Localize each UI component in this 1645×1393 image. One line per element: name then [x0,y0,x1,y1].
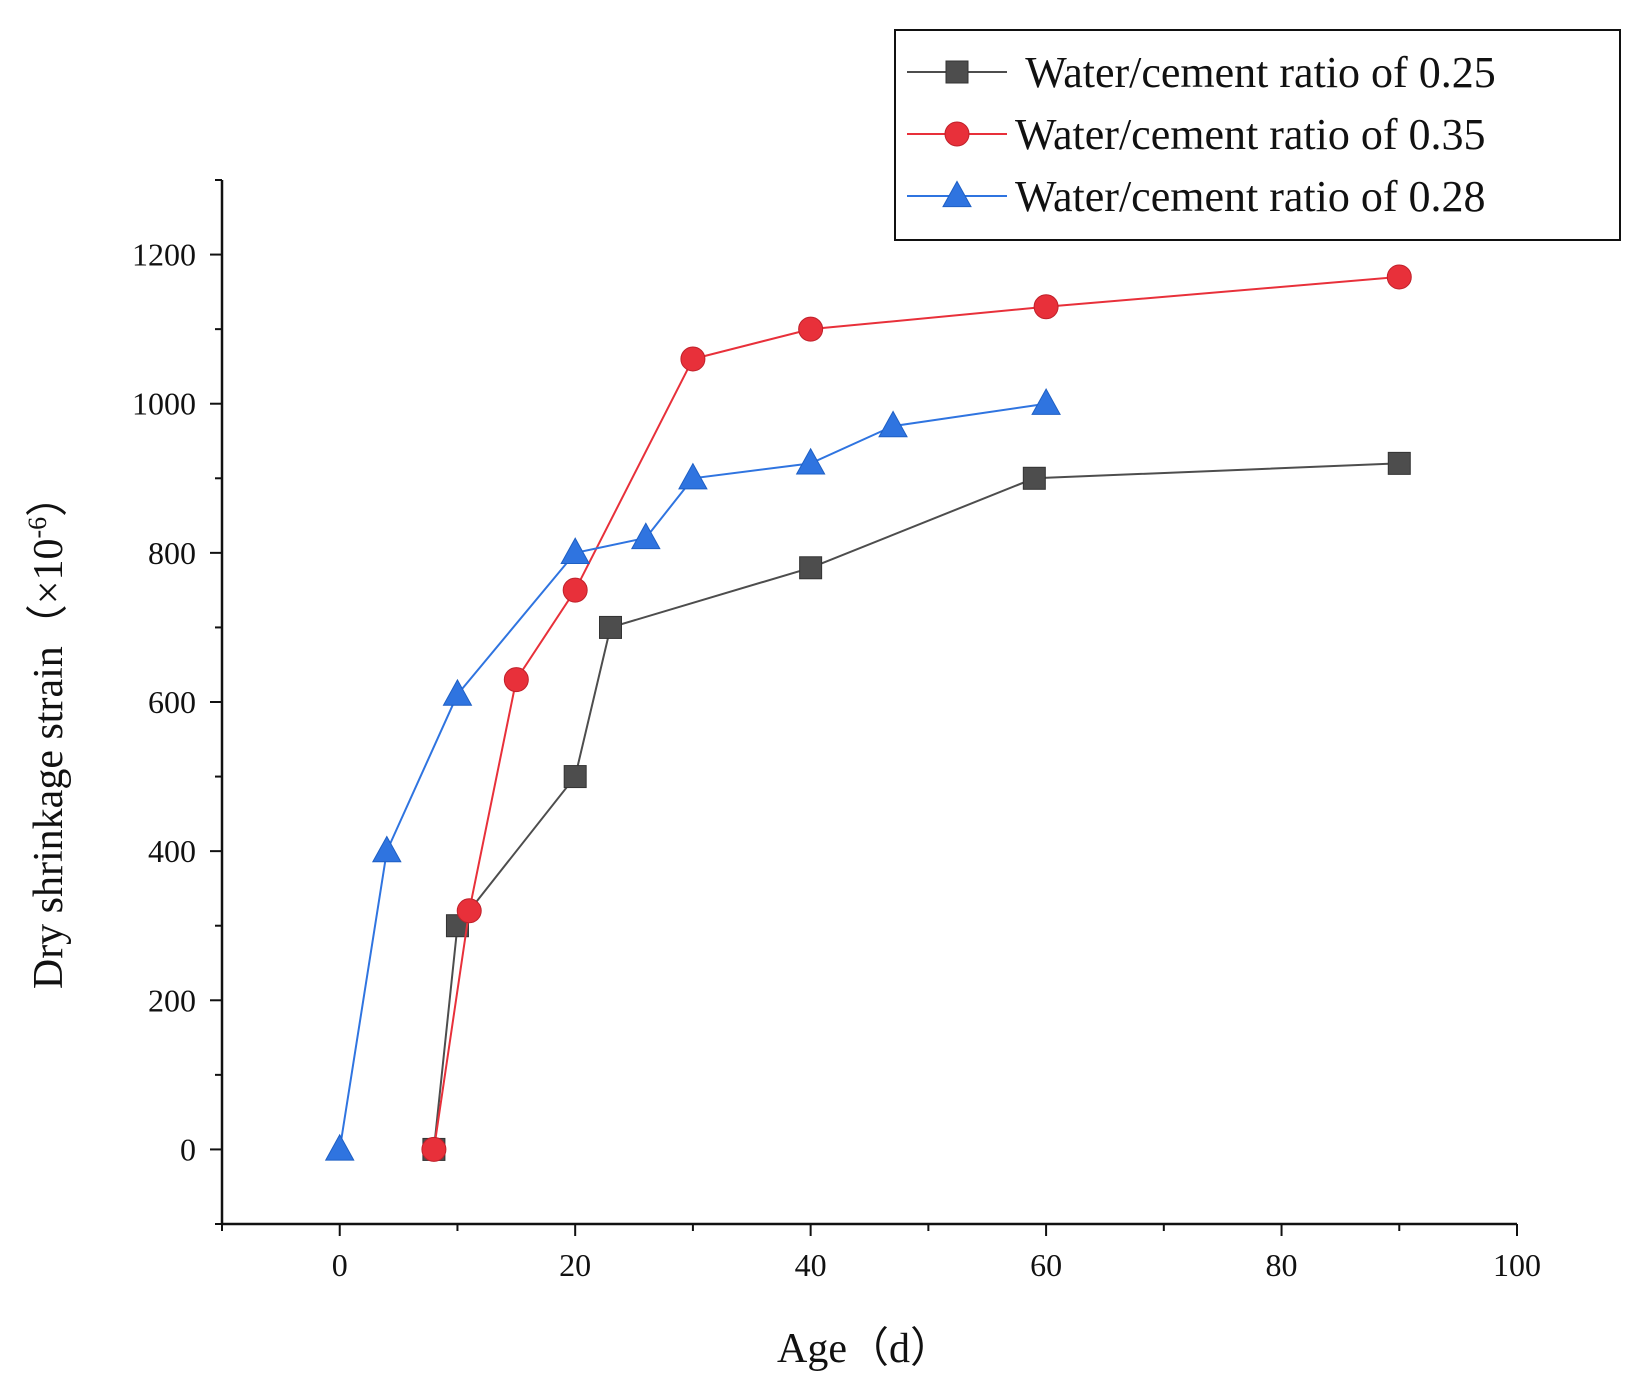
series-1-point [599,615,622,639]
series-3-point [878,410,908,438]
series-layer [324,264,1412,1162]
y-tick-label: 1000 [132,386,196,422]
series-1 [422,451,1411,1161]
series-3-point [795,447,826,475]
legend-label-1: Water/cement ratio of 0.25 [1015,48,1496,97]
x-tick-label: 100 [1493,1247,1541,1283]
series-3-point [678,462,708,490]
x-tick-label: 60 [1030,1247,1062,1283]
series-2-point [680,346,706,372]
y-tick-label: 0 [180,1131,196,1167]
y-axis-title: Dry shrinkage strain（×10-6） [23,475,72,989]
axes: 0 20 40 60 80 100020040060080010001200Age（d）D… [23,179,1541,1372]
legend-marker-3 [942,180,972,208]
y-tick-label: 800 [148,535,196,571]
series-2-point [1386,264,1412,290]
series-3-point [371,835,402,863]
series-2-point [456,898,482,924]
series-1-point [563,765,587,789]
legend: Water/cement ratio of 0.25 Water/cement r… [894,29,1621,241]
series-1-point [799,556,823,580]
series-2-point [1033,294,1059,320]
y-tick-label: 200 [148,982,196,1018]
legend-box [894,29,1621,241]
legend-label-2: Water/cement ratio of 0.35 [1015,110,1486,159]
series-2-point [421,1136,447,1162]
x-tick-label: 20 [559,1247,591,1283]
x-tick-label: 80 [1266,1247,1298,1283]
x-axis-title: Age（d） [777,1326,952,1372]
series-2-point [503,667,529,693]
series-3-point [560,537,591,565]
series-2-line [432,275,1400,1150]
series-2-point [562,577,588,603]
series-3-point [324,1133,355,1161]
series-2-point [798,316,824,342]
series-1-point [1387,451,1411,475]
legend-marker-1 [945,60,969,84]
series-3 [324,388,1061,1161]
series-2 [421,264,1412,1162]
y-tick-label: 400 [148,833,196,869]
series-1-point [1022,466,1046,490]
series-3-point [630,522,661,550]
x-tick-label: 0 [332,1247,348,1283]
y-tick-label: 600 [148,684,196,720]
x-tick-label: 40 [795,1247,827,1283]
legend-marker-2 [944,121,970,147]
legend-label-3: Water/cement ratio of 0.28 [1015,172,1486,221]
y-tick-label: 1200 [132,237,196,273]
series-3-point [442,678,473,706]
series-3-point [1031,388,1061,415]
